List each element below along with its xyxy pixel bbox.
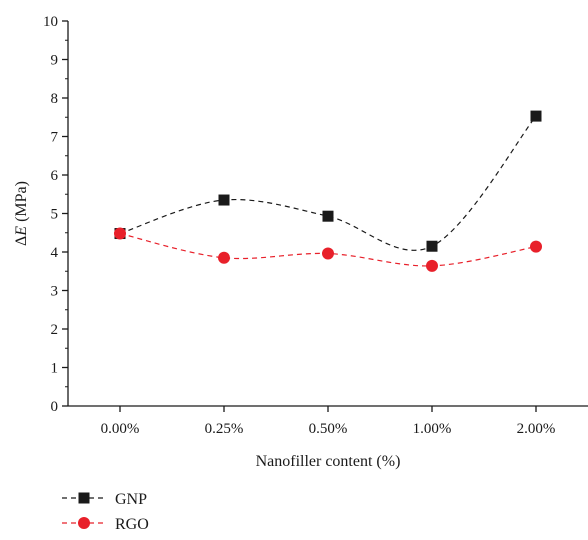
markers bbox=[114, 110, 542, 272]
y-tick-label: 5 bbox=[51, 207, 59, 223]
y-ticks: 0 1 2 3 4 5 6 7 8 9 10 bbox=[43, 14, 68, 415]
legend-rgo-label: RGO bbox=[115, 516, 149, 533]
gnp-fit-line bbox=[119, 115, 537, 251]
y-tick-label: 10 bbox=[43, 14, 58, 30]
x-tick-label: 0.00% bbox=[101, 421, 140, 437]
y-tick-label: 3 bbox=[51, 284, 59, 300]
rgo-marker bbox=[218, 251, 230, 264]
gnp-marker bbox=[530, 110, 542, 122]
y-tick-label: 8 bbox=[51, 91, 59, 107]
y-tick-label: 9 bbox=[51, 53, 59, 69]
rgo-marker bbox=[426, 259, 438, 272]
y-tick-label: 2 bbox=[51, 322, 59, 338]
y-axis-title-prefix: Δ bbox=[13, 236, 30, 246]
legend-rgo-marker bbox=[78, 517, 90, 529]
rgo-marker bbox=[114, 227, 126, 240]
y-axis-title: ΔE (MPa) bbox=[13, 181, 30, 246]
y-tick-label: 4 bbox=[51, 245, 59, 261]
x-ticks: 0.00% 0.25% 0.50% 1.00% 2.00% bbox=[101, 406, 556, 437]
x-tick-label: 0.50% bbox=[309, 421, 348, 437]
x-tick-label: 2.00% bbox=[517, 421, 556, 437]
gnp-marker bbox=[218, 194, 230, 206]
x-axis-title: Nanofiller content (%) bbox=[256, 453, 401, 470]
y-axis-title-variable: E bbox=[13, 226, 30, 237]
legend-gnp-marker bbox=[78, 492, 90, 504]
legend-gnp-label: GNP bbox=[115, 491, 147, 508]
y-tick-label: 6 bbox=[51, 168, 59, 184]
rgo-marker bbox=[530, 240, 542, 253]
y-axis-title-unit: (MPa) bbox=[13, 181, 30, 226]
x-tick-label: 1.00% bbox=[413, 421, 452, 437]
gnp-marker bbox=[426, 240, 438, 252]
gnp-marker bbox=[322, 210, 334, 222]
fit-lines bbox=[119, 115, 537, 267]
y-tick-label: 7 bbox=[51, 130, 59, 146]
x-tick-label: 0.25% bbox=[205, 421, 244, 437]
y-tick-label: 1 bbox=[51, 361, 59, 377]
rgo-marker bbox=[322, 247, 334, 260]
legend: GNP RGO bbox=[62, 491, 149, 533]
y-tick-label: 0 bbox=[51, 399, 59, 415]
